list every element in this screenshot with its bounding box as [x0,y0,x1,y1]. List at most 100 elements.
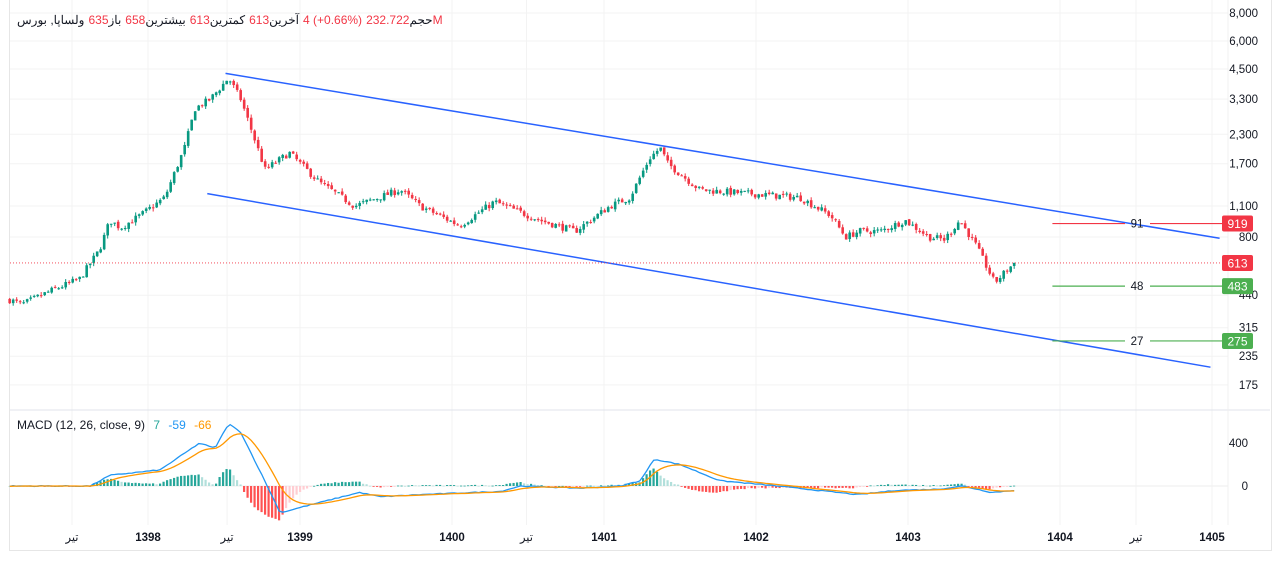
candle-body [967,228,970,238]
candle-body [533,219,536,221]
candle-body [127,222,130,229]
candle-body [158,199,162,204]
candle-body [792,196,795,200]
macd-hist-bar [610,484,613,486]
macd-hist-bar [239,484,242,486]
macd-hist-bar [284,486,288,509]
candle-body [774,193,778,199]
candle-body [988,267,991,274]
macd-hist-bar [547,486,550,487]
macd-hist-bar [984,486,988,489]
candle-body [540,219,543,222]
level-919-tag: 919 [1227,217,1247,231]
macd-hist-bar [715,486,718,493]
candle-body [722,193,725,195]
candle-body [578,228,582,233]
candle-body [463,224,466,227]
macd-hist-bar [998,486,1002,488]
candle-body [760,194,764,197]
candle-body [295,154,298,160]
macd-hist-bar [256,486,260,511]
candle-body [547,221,550,224]
macd-hist-bar [708,486,711,493]
candle-body [435,213,438,215]
candle-body [470,219,473,224]
candle-body [830,215,834,219]
candle-body [725,188,729,195]
macd-hist-bar [960,483,963,486]
macd-hist-bar [326,482,330,486]
candle-body [620,199,624,203]
candle-body [312,177,316,179]
candle-body [561,223,564,231]
candle-body [288,151,291,158]
candle-body [319,178,323,183]
macd-hist-bar [974,486,977,488]
candle-body [452,220,456,225]
macd-hist-bar [445,485,449,486]
macd-hist-bar [106,479,109,486]
macd-hist-bar [410,485,414,486]
candle-body [676,172,680,175]
macd-hist-bar [449,484,452,486]
macd-hist-bar [270,486,274,518]
candle-body [11,299,15,304]
macd-hist-bar [123,482,127,486]
macd-hist-bar [925,485,928,487]
candle-body [291,151,295,154]
macd-hist-bar [1005,486,1009,487]
macd-hist-bar [463,485,466,487]
candle-body [890,228,893,231]
macd-hist-bar [288,486,291,503]
candle-body [757,194,760,198]
macd-hist-bar [218,477,221,486]
macd-hist-bar [848,486,851,489]
candle-body [32,295,36,297]
candle-body [498,199,501,204]
candle-body [526,215,529,219]
candle-body [974,237,977,243]
macd-hist-bar [172,477,176,486]
candle-body [659,147,662,151]
time-axis-label: 1400 [439,532,465,544]
macd-hist-bar [690,486,694,490]
candle-body [753,194,757,198]
macd-hist-bar [141,483,144,486]
candle-body [508,205,512,207]
price-axis-label: 175 [1239,380,1258,392]
macd-hist-bar [669,481,673,486]
macd-hist-bar [365,484,368,486]
candle-body [302,161,305,164]
macd-hist-bar [977,486,981,488]
macd-legend[interactable]: MACD (12, 26, close, 9) 7 -59 -66 [17,418,216,432]
macd-hist-bar [120,481,123,486]
candle-body [505,204,508,206]
candle-body [715,189,718,194]
level-label: 48 [1131,281,1144,293]
candle-body [827,211,830,216]
macd-hist-bar [862,486,865,487]
open-label: باز [108,13,122,27]
macd-hist-bar [309,486,312,487]
candle-body [932,238,935,241]
candle-body [627,200,631,203]
candle-body [141,211,144,215]
candle-body [330,185,333,190]
macd-hist-bar [291,486,295,499]
candle-body [886,228,890,230]
candle-body [536,219,540,221]
candle-body [694,185,697,188]
candle-body [813,207,816,209]
macd-hist-bar [431,485,435,487]
macd-hist-bar [260,486,263,513]
candle-body [120,228,123,230]
candle-body [424,208,428,210]
macd-hist-bar [417,485,421,487]
macd-hist-bar [564,486,568,487]
candle-body [274,162,277,164]
candle-body [680,175,683,177]
macd-hist-bar [830,486,834,488]
candle-body [379,199,382,201]
candle-body [883,228,886,231]
